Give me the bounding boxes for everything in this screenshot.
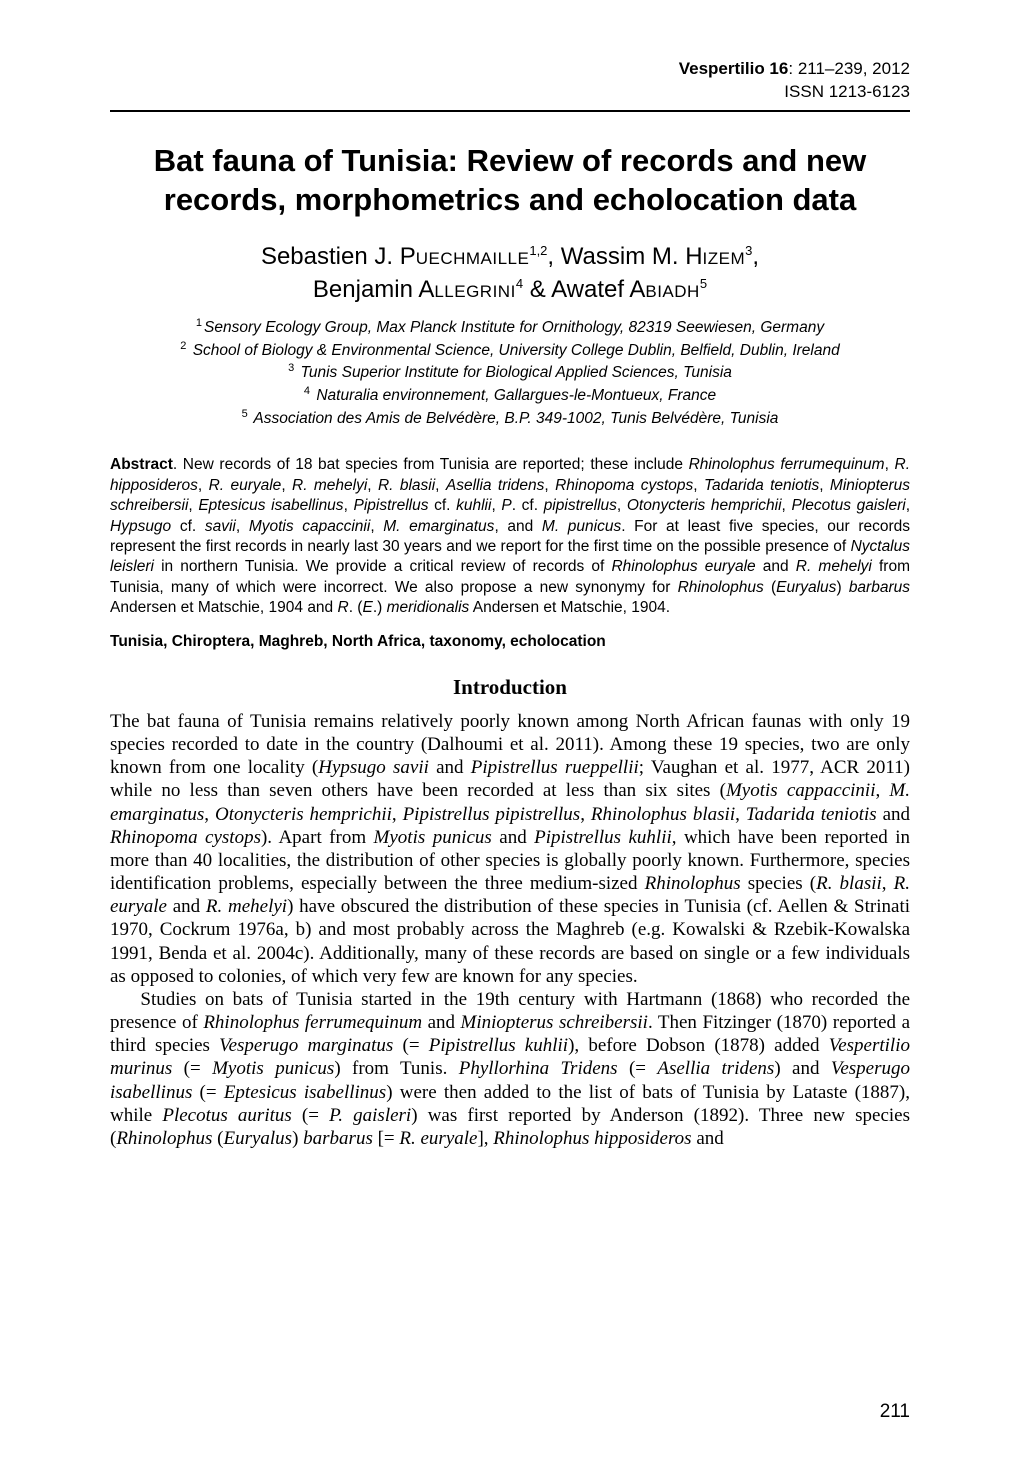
journal-name: Vespertilio 16 [679, 59, 789, 78]
abstract-text: . New records of 18 bat species from Tun… [110, 456, 910, 616]
article-title: Bat fauna of Tunisia: Review of records … [110, 142, 910, 220]
body-paragraph-1: The bat fauna of Tunisia remains relativ… [110, 710, 910, 988]
affiliations-block: 1Sensory Ecology Group, Max Planck Insti… [110, 316, 910, 429]
body-paragraph-2: Studies on bats of Tunisia started in th… [110, 988, 910, 1150]
header-rule [110, 110, 910, 112]
page-number: 211 [880, 1401, 910, 1423]
abstract-paragraph: Abstract. New records of 18 bat species … [110, 455, 910, 619]
journal-pages: 211–239, 2012 [798, 59, 910, 78]
running-header: Vespertilio 16: 211–239, 2012 ISSN 1213-… [110, 58, 910, 104]
keywords-line: Tunisia, Chiroptera, Maghreb, North Afri… [110, 633, 910, 651]
abstract-label: Abstract [110, 456, 173, 473]
section-heading-introduction: Introduction [110, 675, 910, 700]
journal-line: Vespertilio 16: 211–239, 2012 [110, 58, 910, 81]
authors-block: Sebastien J. Puechmaille1,2, Wassim M. H… [110, 241, 910, 306]
issn-line: ISSN 1213-6123 [784, 82, 910, 101]
